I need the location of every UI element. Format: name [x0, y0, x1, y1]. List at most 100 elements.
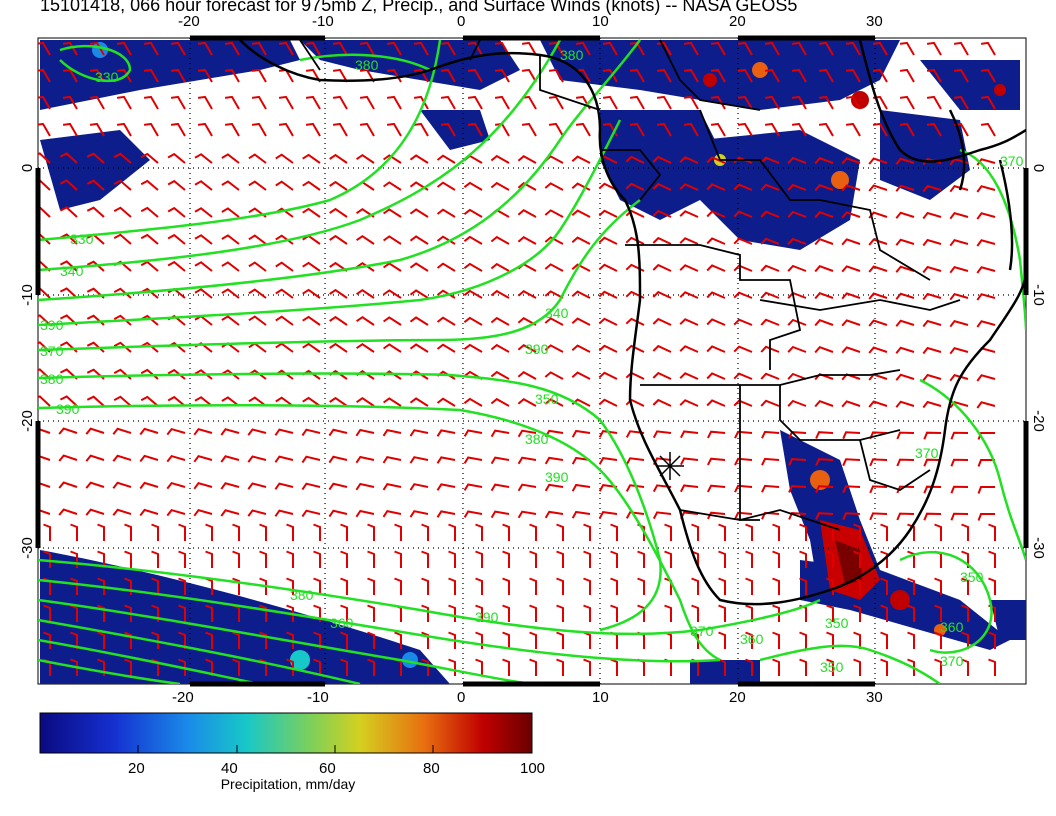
wind-barb: [251, 122, 267, 137]
wind-barb: [556, 577, 564, 595]
wind-barb: [799, 523, 807, 541]
lat-label-right: -20: [1030, 410, 1047, 432]
wind-barb: [679, 156, 699, 164]
wind-barb: [602, 41, 618, 56]
wind-barb: [872, 41, 888, 56]
wind-barb: [745, 604, 753, 622]
wind-barb: [895, 400, 915, 408]
wind-barb: [926, 122, 942, 137]
wind-barb: [247, 482, 267, 490]
wind-barb: [544, 290, 564, 299]
wind-barb: [221, 261, 240, 272]
wind-barb: [934, 523, 942, 541]
wind-barb: [976, 185, 996, 193]
wind-barb: [652, 511, 672, 520]
wind-barb: [718, 604, 726, 622]
wind-barb: [544, 510, 564, 519]
wind-barb: [274, 509, 294, 517]
wind-barb: [679, 399, 699, 407]
wind-barb: [220, 482, 240, 490]
wind-barb: [652, 430, 672, 439]
wind-barb: [286, 631, 294, 649]
wind-barb: [625, 155, 645, 164]
wind-barb: [548, 95, 564, 110]
wind-barb: [112, 427, 132, 435]
wind-barb: [799, 658, 807, 676]
wind-barb: [259, 631, 267, 649]
wind-barb: [680, 457, 699, 466]
wind-barb: [818, 41, 834, 56]
wind-barb: [707, 484, 726, 493]
wind-barb: [224, 68, 240, 83]
wind-barb: [787, 318, 807, 326]
wind-barb: [760, 156, 780, 164]
wind-barb: [151, 550, 159, 568]
wind-barb: [949, 347, 969, 355]
wind-barb: [143, 122, 159, 137]
wind-barb: [112, 454, 132, 462]
wind-barb: [977, 486, 995, 494]
wind-barb: [652, 371, 672, 380]
wind-barb: [502, 631, 510, 649]
wind-barbs: [38, 41, 996, 676]
wind-barb: [383, 343, 402, 353]
wind-barb: [625, 317, 645, 326]
wind-barb: [841, 400, 861, 408]
wind-barb: [949, 266, 969, 274]
wind-barb: [301, 455, 321, 464]
wind-barb: [475, 523, 483, 541]
wind-barb: [463, 343, 483, 353]
wind-barb: [787, 264, 807, 272]
wind-barb: [760, 237, 780, 245]
wind-barb: [59, 206, 78, 218]
contour-label: 370: [690, 623, 714, 639]
wind-barb: [85, 481, 105, 489]
wind-barb: [976, 401, 996, 409]
wind-barb: [571, 483, 591, 492]
wind-barb: [899, 95, 915, 110]
wind-barb: [340, 631, 348, 649]
wind-barb: [760, 345, 780, 353]
wind-barb: [305, 41, 321, 56]
wind-barb: [313, 523, 321, 541]
wind-barb: [193, 428, 213, 436]
wind-barb: [367, 550, 375, 568]
wind-barb: [976, 320, 996, 328]
wind-barb: [113, 287, 132, 299]
wind-barb: [529, 658, 537, 676]
wind-barb: [598, 344, 618, 353]
wind-barb: [329, 207, 348, 218]
wind-barb: [949, 293, 969, 301]
wind-barb: [814, 319, 834, 327]
wind-barb: [305, 95, 321, 110]
wind-barb: [59, 395, 78, 407]
lat-label-right: 0: [1030, 164, 1047, 172]
wind-barb: [197, 122, 213, 137]
wind-barb: [440, 122, 456, 137]
wind-barb: [544, 456, 564, 465]
wind-barb: [440, 95, 456, 110]
wind-barb: [760, 399, 780, 407]
wind-barb: [814, 157, 834, 165]
wind-barb: [386, 122, 402, 137]
wind-barb: [610, 604, 618, 622]
wind-barb: [529, 550, 537, 568]
contour-label: 380: [40, 371, 64, 387]
wind-barb: [259, 604, 267, 622]
wind-barb: [413, 122, 429, 137]
wind-barb: [842, 431, 861, 440]
wind-barb: [247, 428, 267, 436]
wind-barb: [436, 316, 456, 326]
wind-barb: [880, 604, 888, 622]
wind-barb: [710, 122, 726, 137]
wind-barb: [367, 577, 375, 595]
wind-barb: [463, 262, 483, 272]
wind-barb: [409, 343, 429, 353]
wind-barb: [140, 152, 159, 164]
wind-barb: [220, 455, 240, 463]
wind-barb: [58, 508, 78, 516]
wind-barb: [961, 523, 969, 541]
wind-barb: [124, 523, 132, 541]
wind-barb: [961, 658, 969, 676]
wind-barb: [814, 184, 834, 192]
